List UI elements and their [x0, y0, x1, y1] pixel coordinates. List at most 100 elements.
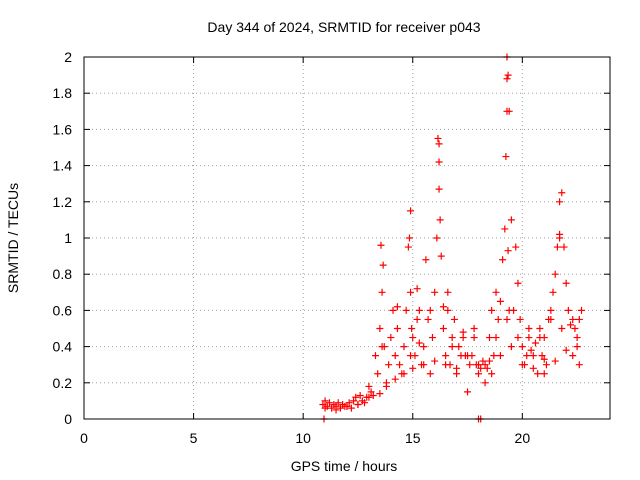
data-point [343, 402, 351, 410]
data-point [488, 370, 496, 378]
data-point [525, 334, 533, 342]
data-point [428, 334, 436, 342]
x-tick-label: 5 [190, 430, 198, 446]
data-point [377, 241, 385, 249]
y-tick-label: 1.6 [53, 121, 73, 137]
data-point [444, 288, 452, 296]
data-point [407, 352, 415, 360]
data-point [435, 158, 443, 166]
data-point [389, 306, 397, 314]
data-point [470, 325, 478, 332]
data-point [321, 404, 329, 412]
data-point [558, 189, 566, 197]
data-point [350, 397, 358, 405]
data-point [407, 288, 415, 296]
data-point [405, 234, 413, 242]
data-point [494, 315, 502, 323]
data-point [420, 343, 428, 351]
data-point [504, 71, 512, 79]
data-point [415, 339, 423, 347]
data-point [475, 361, 482, 369]
data-point [336, 404, 344, 412]
data-point [332, 406, 340, 414]
data-point [542, 361, 550, 369]
data-point [361, 399, 369, 407]
data-point [352, 393, 360, 401]
data-point [485, 334, 493, 342]
data-point [435, 140, 443, 148]
data-point [475, 370, 482, 378]
data-point [391, 352, 399, 360]
data-point [365, 382, 373, 390]
chart-title: Day 344 of 2024, SRMTID for receiver p04… [207, 19, 480, 35]
data-point [490, 352, 498, 360]
data-point [382, 379, 390, 387]
data-point [444, 306, 452, 314]
data-point [379, 261, 387, 269]
plot-frame [83, 56, 611, 420]
data-point [354, 401, 362, 409]
data-point [573, 343, 581, 351]
data-point [549, 288, 557, 296]
data-point [402, 306, 410, 314]
y-tick-label: 2 [64, 49, 72, 65]
data-point [371, 352, 379, 360]
data-point [492, 334, 500, 342]
data-point [459, 334, 467, 342]
data-point [556, 198, 564, 206]
data-point [488, 306, 496, 314]
data-point [431, 357, 439, 365]
data-point [560, 243, 568, 251]
data-point [393, 325, 401, 332]
data-points [319, 53, 586, 423]
data-point [319, 401, 327, 409]
data-point [448, 334, 456, 342]
data-point [540, 355, 548, 363]
x-tick-label: 15 [405, 430, 421, 446]
data-point [408, 325, 416, 332]
data-point [536, 325, 544, 332]
data-point [422, 256, 430, 264]
data-point [404, 243, 412, 251]
data-point [483, 364, 491, 372]
data-point [512, 243, 520, 251]
y-tick-label: 0.6 [53, 302, 73, 318]
data-point [514, 279, 522, 287]
data-point [466, 361, 474, 369]
data-point [481, 361, 489, 369]
data-point [496, 352, 504, 360]
y-tick-label: 0 [64, 411, 72, 427]
data-point [434, 134, 442, 142]
data-point [356, 391, 364, 399]
data-point [413, 315, 421, 323]
data-point [507, 216, 515, 224]
data-point [347, 404, 355, 412]
data-point [413, 285, 421, 293]
data-point [334, 399, 342, 407]
data-point [409, 364, 417, 372]
data-point [531, 339, 539, 347]
y-tick-label: 0.2 [53, 375, 73, 391]
data-point [415, 306, 423, 314]
data-point [439, 303, 447, 311]
data-point [396, 361, 404, 369]
y-tick-label: 0.4 [53, 339, 73, 355]
data-point [551, 270, 559, 278]
data-point [442, 361, 450, 369]
data-point [540, 370, 548, 378]
data-point [503, 107, 511, 115]
data-point [470, 334, 478, 342]
data-point [551, 357, 559, 365]
data-point [518, 361, 526, 369]
y-axis-label: SRMTID / TECUs [5, 183, 21, 293]
data-point [387, 334, 395, 342]
data-point [525, 325, 533, 332]
data-point [503, 315, 511, 323]
data-point [547, 315, 555, 323]
data-point [464, 388, 472, 396]
x-tick-labels: 0 5 10 15 20 [80, 430, 530, 446]
y-tick-label: 0.8 [53, 266, 73, 282]
data-point [435, 185, 443, 193]
data-point [328, 404, 336, 412]
data-point [391, 375, 399, 383]
